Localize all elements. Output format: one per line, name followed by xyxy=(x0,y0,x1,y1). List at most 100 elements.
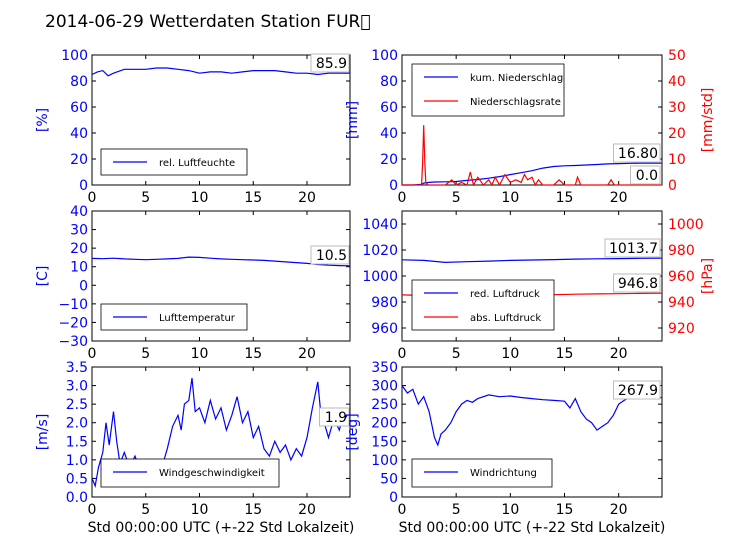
y-tick-label: 350 xyxy=(371,360,398,376)
y-tick-label: 40 xyxy=(380,126,398,142)
humidity-panel: 0 5 10 15 20 0 20 40 60 80 100 [%] 85.9 rel. Luftfeuc… xyxy=(35,48,351,206)
y-tick-label: 1020 xyxy=(362,243,398,259)
y-tick-label: 3.0 xyxy=(66,379,88,395)
y-axis-label: [deg] xyxy=(345,413,361,450)
x-tick-label: 20 xyxy=(298,346,316,362)
legend-box xyxy=(100,458,280,488)
y-tick-label: 150 xyxy=(371,434,398,450)
y-axis-label-right: [mm/std] xyxy=(700,88,716,153)
x-tick-label: 20 xyxy=(610,346,628,362)
series-line xyxy=(91,378,351,488)
value-box-label: 10.5 xyxy=(316,248,347,264)
y-tick-label-right: 920 xyxy=(668,321,695,337)
y-tick-label-right: 980 xyxy=(668,243,695,259)
y-tick-label: 200 xyxy=(371,416,398,432)
y-tick-label: 980 xyxy=(371,295,398,311)
x-tick-label: 15 xyxy=(244,346,262,362)
x-tick-label: 5 xyxy=(141,346,150,362)
legend-box xyxy=(411,63,565,117)
y-tick-label-right: 40 xyxy=(668,74,686,90)
x-tick-label: 0 xyxy=(88,346,97,362)
value-box-label: 0.0 xyxy=(636,168,658,184)
y-axis-label: [%] xyxy=(35,108,51,132)
series-line xyxy=(91,67,350,77)
legend-entry: Windrichtung xyxy=(470,468,537,479)
value-box-label: 1.9 xyxy=(325,410,347,426)
legend-entry: kum. Niederschlag xyxy=(470,73,563,84)
x-axis-label: Std 00:00:00 UTC (+-22 Std Lokalzeit) xyxy=(88,520,355,536)
series-line xyxy=(401,385,663,447)
y-tick-label: 50 xyxy=(380,471,398,487)
x-tick-label: 15 xyxy=(556,190,574,206)
legend-entry: rel. Luftfeuchte xyxy=(159,158,235,169)
x-axis-label: Std 00:00:00 UTC (+-22 Std Lokalzeit) xyxy=(399,520,666,536)
y-tick-label-right: 20 xyxy=(668,126,686,142)
y-tick-label: 1000 xyxy=(362,269,398,285)
y-tick-label: 20 xyxy=(380,152,398,168)
y-tick-label: 0 xyxy=(389,178,398,194)
x-tick-label: 10 xyxy=(501,502,519,518)
x-tick-label: 5 xyxy=(141,502,150,518)
y-tick-label: 60 xyxy=(380,100,398,116)
temperature-panel: 0 5 10 15 20 −30 −20 −10 0 10 20 30 40 [C] 10.5 Lufttem… xyxy=(35,204,351,362)
y-axis-label: [m/s] xyxy=(35,414,51,451)
y-tick-label: 0.5 xyxy=(66,471,88,487)
series-line xyxy=(402,162,662,186)
y-tick-label: 2.0 xyxy=(66,416,88,432)
legend-box xyxy=(411,458,553,488)
value-box xyxy=(613,143,661,163)
x-tick-label: 10 xyxy=(191,190,209,206)
y-axis-label-right: [hPa] xyxy=(700,258,716,294)
value-box xyxy=(613,380,661,400)
y-tick-label: −10 xyxy=(58,297,88,313)
x-tick-label: 15 xyxy=(556,346,574,362)
x-tick-label: 0 xyxy=(88,190,97,206)
value-box-label: 85.9 xyxy=(316,56,347,72)
x-tick-label: 15 xyxy=(244,190,262,206)
legend-entry: red. Luftdruck xyxy=(470,289,540,300)
legend-entry: Windgeschwindigkeit xyxy=(159,468,265,479)
y-tick-label-right: 10 xyxy=(668,152,686,168)
value-box-label: 1013.7 xyxy=(609,241,658,257)
y-tick-label: 40 xyxy=(70,126,88,142)
y-tick-label: 100 xyxy=(61,48,88,64)
y-tick-label: 0 xyxy=(79,278,88,294)
x-tick-label: 15 xyxy=(244,502,262,518)
y-tick-label: 1.0 xyxy=(66,453,88,469)
y-tick-label: 300 xyxy=(371,379,398,395)
x-tick-label: 5 xyxy=(452,346,461,362)
x-tick-label: 20 xyxy=(610,190,628,206)
series-line xyxy=(91,256,351,267)
x-tick-label: 5 xyxy=(452,502,461,518)
x-tick-label: 5 xyxy=(141,190,150,206)
value-box xyxy=(630,165,661,185)
value-box xyxy=(613,273,661,293)
x-tick-label: 20 xyxy=(298,190,316,206)
value-box-label: 946.8 xyxy=(618,276,658,292)
x-tick-label: 5 xyxy=(452,190,461,206)
series-line xyxy=(401,257,663,264)
y-tick-label: 60 xyxy=(70,100,88,116)
wind-speed-panel: 0 5 10 15 20 0.0 0.5 1.0 1.5 2.0 2.5 3.0 3.5 [m/s] Std… xyxy=(35,360,354,536)
y-tick-label: −20 xyxy=(58,315,88,331)
y-tick-label: 250 xyxy=(371,397,398,413)
x-tick-label: 10 xyxy=(191,502,209,518)
y-tick-label: 0.0 xyxy=(66,490,88,506)
legend-entry: Niederschlagsrate xyxy=(470,97,561,108)
y-tick-label-right: 30 xyxy=(668,100,686,116)
x-tick-label: 0 xyxy=(398,346,407,362)
value-box xyxy=(319,407,350,427)
pressure-panel: 0 5 10 15 20 960 980 1000 1020 1040 920 940 960 980 10… xyxy=(362,210,716,362)
y-tick-label: 3.5 xyxy=(66,360,88,376)
y-tick-label: 20 xyxy=(70,241,88,257)
x-tick-label: 10 xyxy=(191,346,209,362)
legend-entry: Lufttemperatur xyxy=(159,313,236,324)
y-tick-label: 100 xyxy=(371,453,398,469)
x-tick-label: 20 xyxy=(610,502,628,518)
figure-title: 2014-06-29 Wetterdaten Station FUR  xyxy=(45,12,371,32)
legend-box xyxy=(411,279,555,331)
x-tick-label: 0 xyxy=(88,502,97,518)
x-tick-label: 10 xyxy=(501,190,519,206)
